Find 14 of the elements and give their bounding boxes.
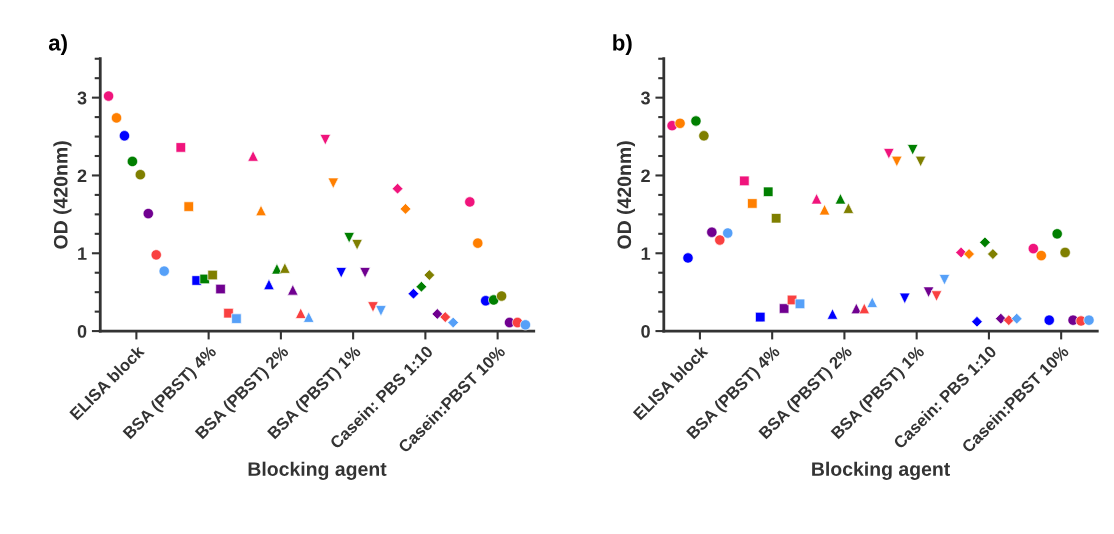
y-tick-label: 2 xyxy=(77,169,87,182)
x-axis-title: Blocking agent xyxy=(248,461,387,480)
chart-title: a) xyxy=(48,34,67,56)
y-tick-label: 2 xyxy=(641,169,650,182)
y-axis-title: OD (420nm) xyxy=(616,141,636,249)
y-tick-label: 0 xyxy=(77,325,87,338)
y-tick-label: 1 xyxy=(641,247,651,260)
y-tick-label: 3 xyxy=(640,91,650,105)
y-tick-label: 0 xyxy=(641,325,650,338)
y-axis-title: OD (420nm) xyxy=(53,141,72,249)
y-tick-label: 1 xyxy=(78,247,87,260)
chart-title: b) xyxy=(613,34,632,56)
y-tick-label: 3 xyxy=(77,91,87,105)
x-axis-title: Blocking agent xyxy=(812,461,950,480)
